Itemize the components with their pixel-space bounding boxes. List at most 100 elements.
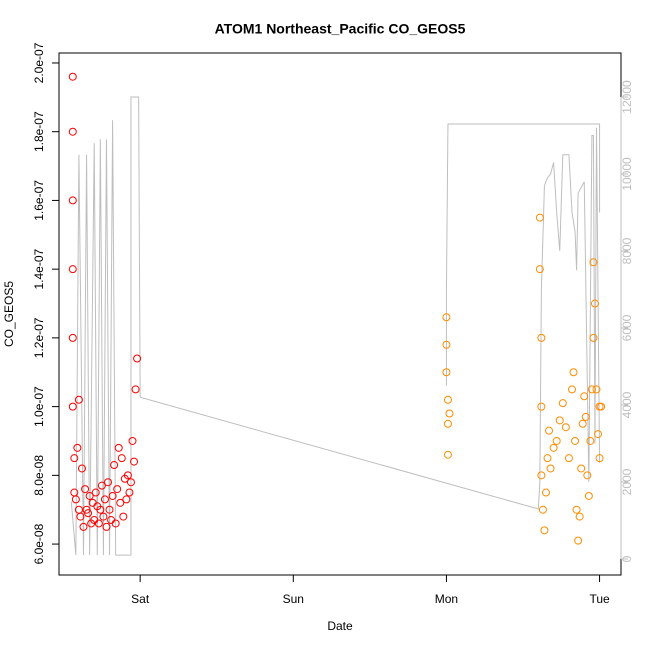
y2-tick-label: 10000 <box>620 157 634 191</box>
y-tick-label: 1.4e-07 <box>32 248 46 289</box>
point <box>96 505 105 514</box>
altitude-line <box>70 96 601 556</box>
point <box>79 522 88 531</box>
point <box>541 488 550 497</box>
point <box>537 402 546 411</box>
point <box>68 265 77 274</box>
point <box>589 333 598 342</box>
point <box>110 461 119 470</box>
point <box>76 512 85 521</box>
y-tick-label: 1.0e-07 <box>32 386 46 427</box>
point <box>555 416 564 425</box>
point <box>70 454 79 463</box>
point <box>577 464 586 473</box>
point <box>104 478 113 487</box>
point <box>540 526 549 535</box>
x-tick-label: Sat <box>131 592 150 606</box>
point <box>128 436 137 445</box>
point <box>68 333 77 342</box>
y-tick-label: 2.0e-07 <box>32 42 46 83</box>
point <box>595 454 604 463</box>
point <box>567 385 576 394</box>
point <box>594 430 603 439</box>
point <box>584 491 593 500</box>
y-axis-label: CO_GEOS5 <box>2 281 16 347</box>
point <box>105 505 114 514</box>
point <box>574 536 583 545</box>
point <box>442 313 451 322</box>
x-tick-label: Mon <box>435 592 458 606</box>
point <box>589 258 598 267</box>
y2-tick-label: 2000 <box>620 468 634 495</box>
point <box>125 488 134 497</box>
chart-title: ATOM1 Northeast_Pacific CO_GEOS5 <box>215 21 466 37</box>
point <box>77 464 86 473</box>
x-axis-label: Date <box>327 619 353 633</box>
point <box>564 454 573 463</box>
x-tick-label: Tue <box>589 592 610 606</box>
point <box>537 471 546 480</box>
point <box>119 512 128 521</box>
point <box>587 385 596 394</box>
y2-tick-label: 4000 <box>620 391 634 418</box>
point <box>131 385 140 394</box>
point <box>545 426 554 435</box>
point <box>558 399 567 408</box>
point <box>114 443 123 452</box>
point <box>117 454 126 463</box>
point <box>590 299 599 308</box>
point <box>97 481 106 490</box>
point <box>538 505 547 514</box>
point <box>68 196 77 205</box>
point <box>535 213 544 222</box>
point <box>126 478 135 487</box>
point <box>108 491 117 500</box>
point <box>543 454 552 463</box>
point <box>122 495 131 504</box>
point <box>535 265 544 274</box>
point <box>443 419 452 428</box>
point <box>73 443 82 452</box>
point <box>443 395 452 404</box>
point <box>133 354 142 363</box>
point <box>102 522 111 531</box>
x-tick-label: Sun <box>283 592 304 606</box>
point <box>561 423 570 432</box>
point <box>71 495 80 504</box>
point <box>113 485 122 494</box>
point <box>130 457 139 466</box>
point <box>91 488 100 497</box>
point <box>586 436 595 445</box>
point <box>94 519 103 528</box>
point <box>569 368 578 377</box>
point <box>81 485 90 494</box>
point <box>85 491 94 500</box>
point <box>68 72 77 81</box>
point <box>580 392 589 401</box>
point <box>442 340 451 349</box>
y2-tick-label: 0 <box>620 555 634 562</box>
y-tick-label: 1.8e-07 <box>32 111 46 152</box>
y2-tick-label: 8000 <box>620 237 634 264</box>
point <box>111 519 120 528</box>
point <box>575 512 584 521</box>
y-tick-label: 1.6e-07 <box>32 180 46 221</box>
y-tick-label: 6.0e-08 <box>32 523 46 564</box>
point <box>597 402 606 411</box>
point <box>549 443 558 452</box>
point <box>537 333 546 342</box>
point <box>572 505 581 514</box>
y2-tick-label: 12000 <box>620 80 634 114</box>
point <box>100 495 109 504</box>
point <box>68 402 77 411</box>
point <box>116 498 125 507</box>
point <box>583 471 592 480</box>
y2-tick-label: 6000 <box>620 314 634 341</box>
point <box>99 512 108 521</box>
point <box>546 464 555 473</box>
point <box>443 450 452 459</box>
point <box>571 436 580 445</box>
y-tick-label: 1.2e-07 <box>32 317 46 358</box>
